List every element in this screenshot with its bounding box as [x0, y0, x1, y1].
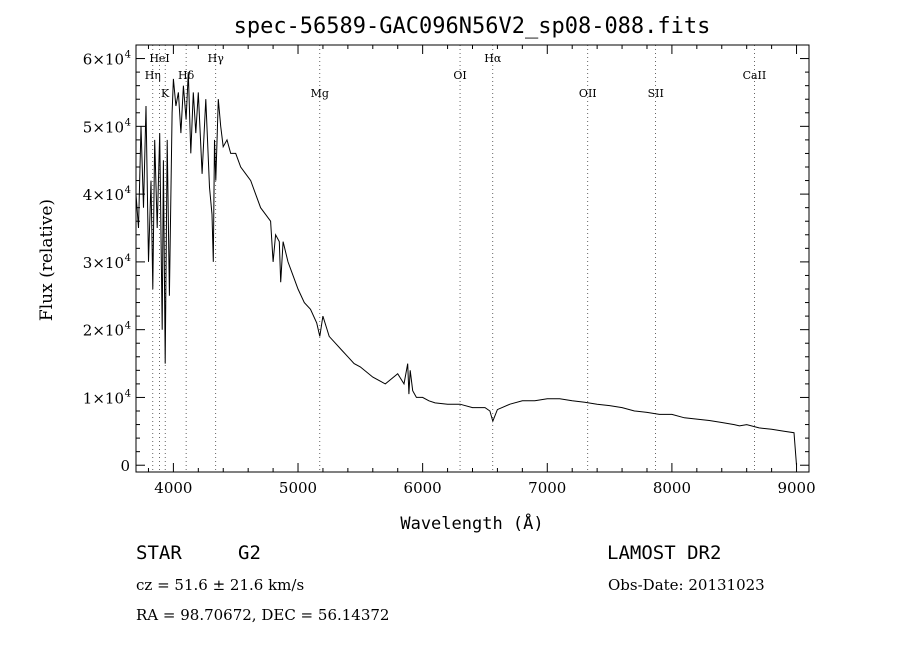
y-tick-exponent-1: 4	[125, 388, 131, 399]
y-tick-label-2: 2×10	[83, 322, 124, 340]
line-label-5: Mg	[311, 87, 329, 100]
observation-date: Obs-Date: 20131023	[608, 576, 765, 594]
y-tick-exponent-5: 4	[125, 117, 131, 128]
y-tick-label-3: 3×10	[83, 254, 124, 272]
redshift-velocity: cz = 51.6 ± 21.6 km/s	[136, 576, 305, 594]
chart-title: spec-56589-GAC096N56V2_sp08-088.fits	[234, 14, 711, 39]
y-tick-label-0: 0	[120, 457, 130, 475]
x-tick-label-0: 4000	[154, 479, 192, 497]
object-type: STAR	[136, 542, 182, 564]
x-axis: 4000 5000 6000 7000 8000 9000	[147, 45, 816, 497]
y-tick-label-6: 6×10	[83, 51, 124, 69]
line-label-9: SII	[648, 87, 664, 100]
y-tick-exponent-2: 4	[125, 321, 131, 332]
x-tick-label-4: 8000	[653, 479, 691, 497]
line-label-10: CaII	[743, 69, 767, 82]
spectral-subclass: G2	[238, 542, 261, 564]
line-label-7: Hα	[484, 52, 502, 65]
spectral-line-markers: Hη HeI K Hδ Hγ Mg OI Hα OII SII CaII	[145, 45, 767, 472]
line-label-3: Hδ	[178, 69, 195, 82]
y-tick-exponent-6: 4	[125, 50, 131, 61]
line-label-2: K	[161, 87, 170, 100]
y-tick-exponent-4: 4	[125, 185, 131, 196]
line-label-1: HeI	[149, 52, 169, 65]
y-tick-label-1: 1×10	[83, 389, 124, 407]
line-label-6: OI	[453, 69, 466, 82]
x-axis-label: Wavelength (Å)	[400, 512, 543, 534]
line-label-4: Hγ	[208, 52, 225, 65]
coordinates: RA = 98.70672, DEC = 56.14372	[136, 606, 390, 624]
spectrum-line	[135, 72, 797, 466]
survey-name: LAMOST DR2	[607, 542, 722, 564]
line-label-8: OII	[579, 87, 597, 100]
x-tick-label-5: 9000	[777, 479, 815, 497]
line-label-0: Hη	[145, 69, 161, 82]
x-tick-label-1: 5000	[279, 479, 317, 497]
x-tick-label-2: 6000	[404, 479, 442, 497]
x-tick-label-3: 7000	[528, 479, 566, 497]
y-tick-label-4: 4×10	[83, 186, 124, 204]
y-tick-exponent-3: 4	[125, 253, 131, 264]
y-tick-label-5: 5×10	[83, 118, 124, 136]
y-axis-label: Flux (relative)	[37, 199, 57, 321]
